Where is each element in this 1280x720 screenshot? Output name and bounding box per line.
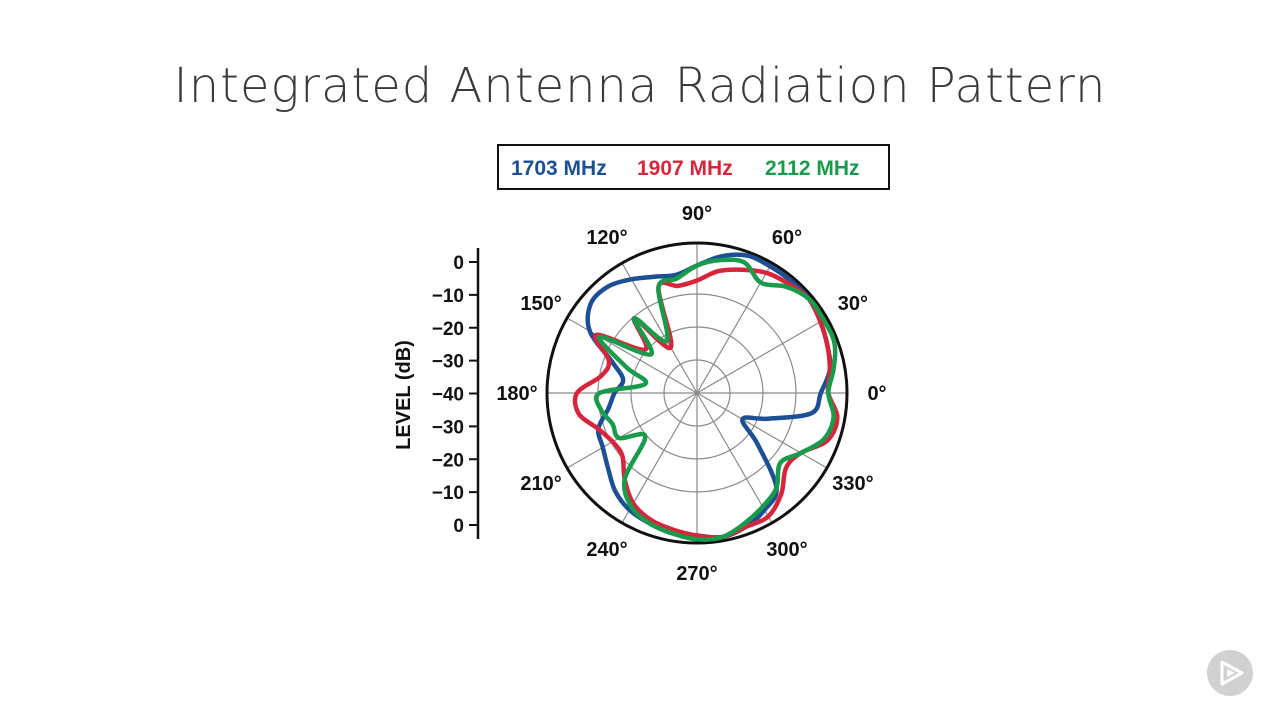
level-tick-label: −10 — [432, 483, 464, 504]
angle-label-330: 330° — [832, 473, 873, 495]
legend-entry-1907: 1907 MHz — [637, 157, 733, 180]
y-axis-label: LEVEL (dB) — [393, 340, 415, 450]
level-tick-label: −30 — [432, 417, 464, 438]
angle-label-180: 180° — [496, 383, 537, 405]
play-button[interactable] — [1207, 650, 1253, 696]
series-line-1907-mhz — [572, 267, 840, 540]
legend-entry-2112: 2112 MHz — [765, 157, 860, 180]
angle-label-120: 120° — [586, 227, 627, 249]
angle-label-150: 150° — [520, 293, 561, 315]
level-tick-label: −20 — [432, 319, 464, 340]
grid-spoke-210 — [566, 392, 698, 469]
angle-label-300: 300° — [766, 539, 807, 561]
grid-outer-ring — [545, 241, 849, 545]
grid-spoke-60 — [696, 262, 773, 394]
level-tick-label: −40 — [432, 385, 464, 406]
series-layer — [572, 252, 840, 542]
angle-label-270: 270° — [676, 563, 717, 585]
level-tick-label: −20 — [432, 450, 464, 471]
level-tick-label: −10 — [432, 286, 464, 307]
angle-label-0: 0° — [867, 383, 886, 405]
level-tick-label: 0 — [453, 253, 464, 274]
level-tick-label: −30 — [432, 352, 464, 373]
legend-frame — [497, 144, 890, 190]
angle-label-60: 60° — [772, 227, 802, 249]
slide-title: Integrated Antenna Radiation Pattern — [173, 58, 1107, 114]
grid-spoke-330 — [696, 392, 828, 469]
angle-labels: 0° 30° 60° 90° 120° 150° 180° 210° 240° 270° 300° 3… — [496, 203, 886, 585]
series-line-2112-mhz — [593, 257, 838, 542]
legend-entry-1703: 1703 MHz — [511, 157, 607, 180]
angle-label-210: 210° — [520, 473, 561, 495]
grid-spoke-120 — [621, 262, 698, 394]
angle-label-90: 90° — [682, 203, 712, 225]
series-line-1703-mhz — [585, 252, 833, 540]
level-axis: 0 −10 −20 −30 −40 −30 −20 −10 0 — [432, 248, 480, 539]
grid-spoke-30 — [696, 317, 828, 394]
grid-spoke-300 — [696, 392, 773, 524]
level-tick-label: 0 — [453, 516, 464, 537]
angle-label-240: 240° — [586, 539, 627, 561]
play-icon — [1220, 660, 1244, 686]
angle-label-30: 30° — [838, 293, 868, 315]
legend: 1703 MHz 1907 MHz 2112 MHz — [497, 144, 890, 190]
